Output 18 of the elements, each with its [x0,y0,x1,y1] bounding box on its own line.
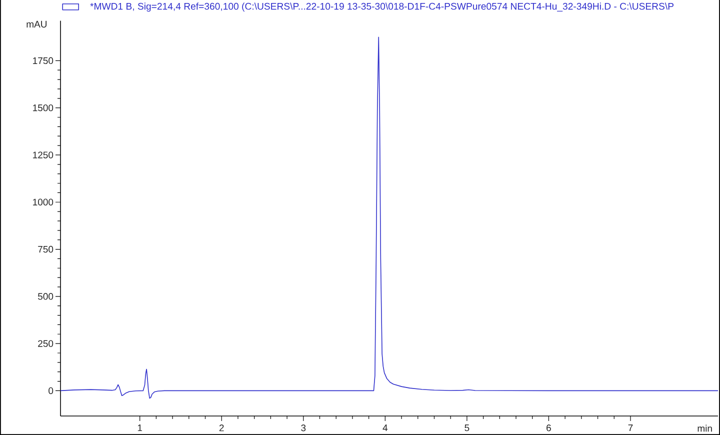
legend-label: *MWD1 B, Sig=214,4 Ref=360,100 (C:\USERS\P...22-10-19 13-35-30\018-D1F-C4-PSWPure0574 NECT4-Hu_32-349Hi.D - C:\USERS\P [90,2,674,12]
x-tick-label: 7 [628,424,633,432]
x-tick-label: 1 [138,424,142,432]
y-tick-label: 250 [38,340,54,347]
y-tick-label: 1000 [33,198,54,206]
y-tick-label: 1500 [33,104,54,112]
x-tick-label: 4 [382,424,388,432]
y-tick-label: 0 [48,387,54,394]
x-tick-label: 3 [301,424,306,432]
x-tick-label: 2 [219,424,224,432]
x-axis-title: min [698,424,712,432]
y-tick-label: 1750 [33,57,54,64]
y-axis-title: mAU [26,20,47,28]
y-tick-label: 750 [38,246,54,253]
y-tick-label: 1250 [33,152,54,158]
x-tick-label: 6 [546,424,551,432]
x-tick-label: 5 [464,424,470,432]
y-tick-label: 500 [38,293,54,300]
